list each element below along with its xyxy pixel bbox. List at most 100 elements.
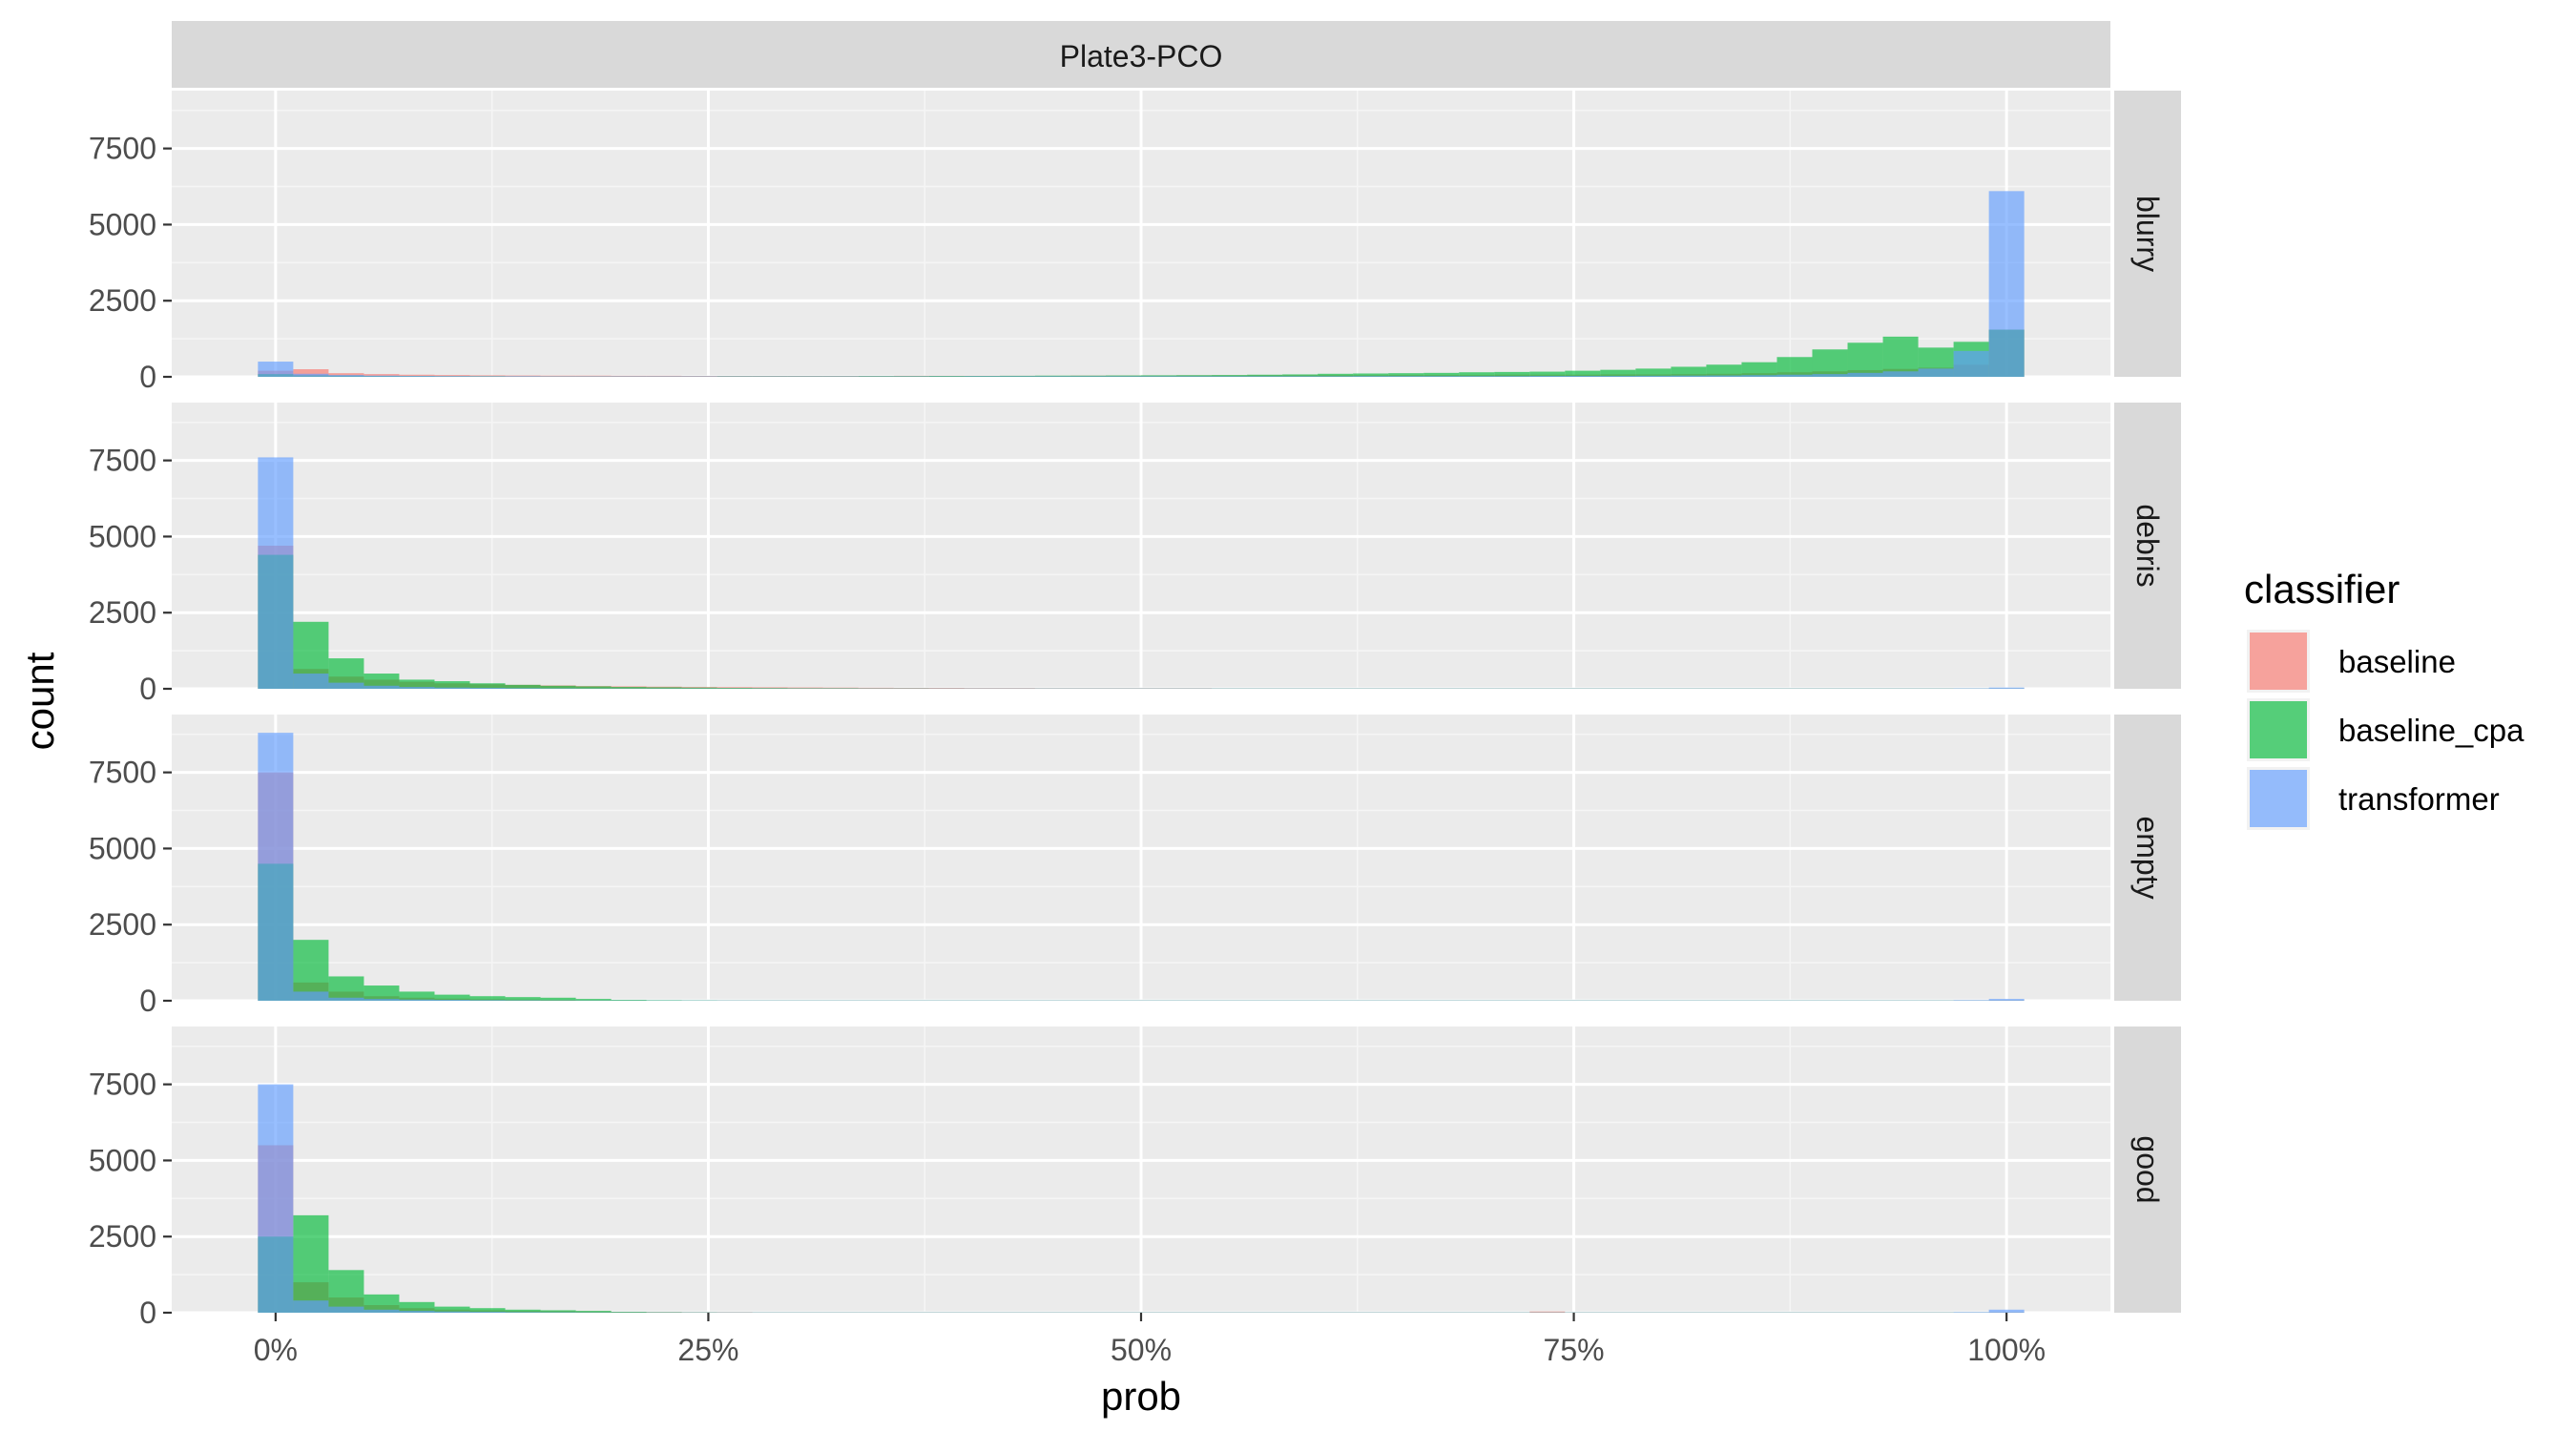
y-tick-label: 2500 xyxy=(89,283,156,318)
bar-baseline_cpa-debris-3 xyxy=(364,674,400,689)
facet-panels: 0 2500 5000 7500 blurry 0 2500 5000 7500 debris 0 2… xyxy=(89,91,2181,1330)
bar-baseline_cpa-empty-6 xyxy=(469,996,506,1001)
bar-transformer-blurry-31 xyxy=(1353,376,1389,377)
bar-baseline-blurry-4 xyxy=(399,374,435,377)
bar-baseline_cpa-debris-5 xyxy=(434,681,470,689)
bar-transformer-blurry-24 xyxy=(1105,376,1141,377)
x-tick-label: 0% xyxy=(254,1333,298,1367)
y-tick-label: 2500 xyxy=(89,907,156,942)
y-tick-label: 2500 xyxy=(89,595,156,630)
y-tick-label: 0 xyxy=(139,1296,156,1330)
bar-transformer-blurry-6 xyxy=(469,376,506,377)
y-tick-label: 0 xyxy=(139,360,156,394)
bar-baseline-blurry-6 xyxy=(469,375,506,377)
bar-baseline_cpa-good-2 xyxy=(328,1270,364,1313)
bar-baseline-blurry-7 xyxy=(505,375,541,377)
bar-transformer-debris-4 xyxy=(399,687,435,689)
bar-baseline-debris-19 xyxy=(928,688,965,689)
bar-baseline_cpa-debris-8 xyxy=(540,685,576,689)
bar-transformer-blurry-40 xyxy=(1671,375,1707,377)
bar-baseline_cpa-good-4 xyxy=(399,1301,435,1313)
bar-transformer-blurry-7 xyxy=(505,376,541,377)
legend-key-baseline_cpa xyxy=(2250,701,2307,758)
bar-baseline_cpa-good-1 xyxy=(293,1214,329,1313)
bar-baseline_cpa-blurry-43 xyxy=(1776,357,1813,377)
bar-baseline_cpa-debris-9 xyxy=(575,686,612,689)
bar-transformer-good-49 xyxy=(1988,1309,2025,1313)
bar-baseline_cpa-blurry-38 xyxy=(1600,369,1636,377)
facet-strip-good xyxy=(2114,1027,2181,1313)
bar-transformer-blurry-4 xyxy=(399,376,435,377)
bar-transformer-empty-49 xyxy=(1988,999,2025,1001)
legend-item-baseline: baseline xyxy=(2247,630,2456,693)
bar-transformer-good-3 xyxy=(364,1309,400,1313)
bar-baseline_cpa-debris-6 xyxy=(469,683,506,689)
facet-strip-label-empty: empty xyxy=(2130,816,2165,899)
facet-strip-label-good: good xyxy=(2130,1135,2165,1203)
bar-transformer-blurry-32 xyxy=(1388,376,1424,377)
y-tick-label: 0 xyxy=(139,984,156,1018)
bar-baseline_cpa-blurry-37 xyxy=(1565,370,1601,377)
bar-baseline-blurry-5 xyxy=(434,375,470,377)
bar-transformer-blurry-41 xyxy=(1706,375,1742,377)
bar-baseline-debris-21 xyxy=(999,688,1035,689)
bar-transformer-blurry-22 xyxy=(1034,376,1070,377)
bar-transformer-blurry-37 xyxy=(1565,376,1601,377)
facet-strip-blurry xyxy=(2114,91,2181,377)
bar-baseline_cpa-good-9 xyxy=(575,1311,612,1313)
bar-transformer-blurry-3 xyxy=(364,375,400,377)
bar-baseline-debris-20 xyxy=(964,688,1000,689)
bar-baseline_cpa-blurry-34 xyxy=(1459,372,1495,377)
bar-transformer-blurry-33 xyxy=(1423,376,1460,377)
bar-baseline-blurry-11 xyxy=(646,375,682,377)
bar-baseline_cpa-blurry-45 xyxy=(1847,342,1883,377)
bar-baseline_cpa-empty-7 xyxy=(505,997,541,1001)
bar-transformer-blurry-38 xyxy=(1600,376,1636,377)
legend-label-baseline: baseline xyxy=(2338,644,2456,679)
bar-transformer-good-2 xyxy=(328,1306,364,1313)
x-tick-label: 25% xyxy=(677,1333,738,1367)
bar-baseline_cpa-debris-12 xyxy=(681,687,717,689)
facet-strip-top xyxy=(172,21,2110,88)
bar-transformer-empty-6 xyxy=(469,1000,506,1001)
bar-baseline-blurry-8 xyxy=(540,375,576,377)
bar-baseline_cpa-blurry-26 xyxy=(1176,375,1213,377)
bar-baseline_cpa-blurry-31 xyxy=(1353,373,1389,377)
series-transformer-blurry xyxy=(258,191,2025,377)
legend-item-baseline_cpa: baseline_cpa xyxy=(2247,698,2524,761)
bar-transformer-good-5 xyxy=(434,1311,470,1313)
bar-transformer-debris-1 xyxy=(293,674,329,689)
bar-baseline_cpa-empty-4 xyxy=(399,991,435,1001)
facet-panel-empty: 0 2500 5000 7500 empty xyxy=(89,715,2181,1018)
bar-baseline_cpa-debris-4 xyxy=(399,679,435,689)
legend-key-baseline xyxy=(2250,633,2307,690)
bar-transformer-blurry-30 xyxy=(1318,376,1354,377)
bar-transformer-blurry-42 xyxy=(1741,375,1777,377)
bar-transformer-blurry-45 xyxy=(1847,372,1883,377)
bar-baseline_cpa-empty-5 xyxy=(434,994,470,1001)
bar-baseline_cpa-blurry-25 xyxy=(1141,375,1177,377)
bar-transformer-good-4 xyxy=(399,1311,435,1313)
series-transformer-good xyxy=(258,1084,2025,1313)
bar-baseline-debris-18 xyxy=(893,688,929,689)
bar-transformer-good-6 xyxy=(469,1312,506,1313)
y-axis-title: count xyxy=(17,652,62,750)
y-tick-label: 7500 xyxy=(89,132,156,166)
bar-transformer-blurry-48 xyxy=(1953,350,1989,377)
bar-transformer-good-1 xyxy=(293,1300,329,1313)
bar-baseline_cpa-debris-13 xyxy=(717,688,753,689)
bar-transformer-blurry-5 xyxy=(434,376,470,377)
bar-transformer-debris-0 xyxy=(258,457,294,689)
bar-transformer-debris-3 xyxy=(364,685,400,689)
bar-transformer-blurry-29 xyxy=(1282,376,1319,377)
bar-transformer-blurry-27 xyxy=(1212,376,1248,377)
bar-baseline_cpa-empty-8 xyxy=(540,997,576,1001)
facet-panel-debris: 0 2500 5000 7500 debris xyxy=(89,403,2181,706)
y-tick-label: 7500 xyxy=(89,1068,156,1102)
bar-transformer-empty-2 xyxy=(328,997,364,1001)
y-tick-label: 5000 xyxy=(89,207,156,241)
bar-transformer-good-7 xyxy=(505,1312,541,1313)
facet-panel-blurry: 0 2500 5000 7500 blurry xyxy=(89,91,2181,394)
bar-transformer-blurry-36 xyxy=(1529,376,1566,377)
bar-transformer-empty-1 xyxy=(293,991,329,1001)
